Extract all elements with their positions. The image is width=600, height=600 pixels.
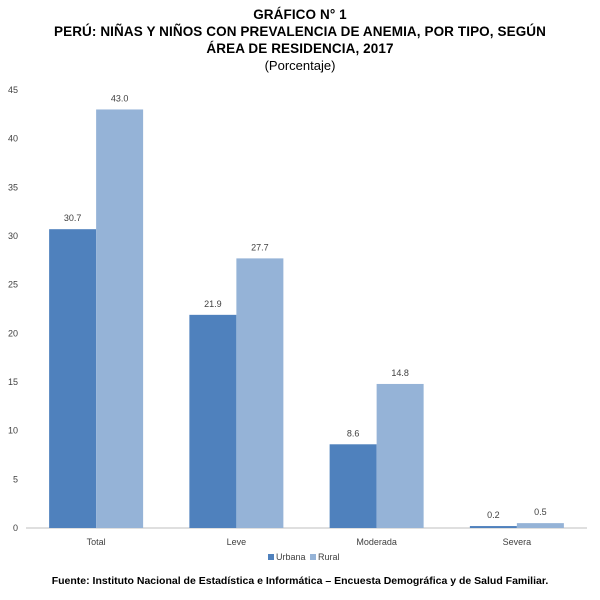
bar-rural-leve bbox=[236, 258, 284, 528]
data-label: 8.6 bbox=[347, 428, 360, 438]
y-tick-label: 0 bbox=[13, 523, 18, 533]
chart-title-line-1: GRÁFICO N° 1 bbox=[253, 7, 347, 22]
data-label: 43.0 bbox=[111, 93, 129, 103]
y-tick-label: 15 bbox=[8, 377, 18, 387]
legend-label-rural: Rural bbox=[318, 552, 340, 562]
y-tick-label: 5 bbox=[13, 474, 18, 484]
source-note: Fuente: Instituto Nacional de Estadístic… bbox=[51, 575, 549, 587]
y-tick-label: 30 bbox=[8, 231, 18, 241]
x-category-label: Severa bbox=[503, 537, 532, 547]
x-category-label: Moderada bbox=[356, 537, 397, 547]
y-tick-label: 35 bbox=[8, 182, 18, 192]
chart-subtitle: (Porcentaje) bbox=[264, 58, 336, 73]
y-tick-label: 20 bbox=[8, 328, 18, 338]
data-label: 0.2 bbox=[487, 510, 500, 520]
legend-swatch-rural bbox=[310, 554, 316, 560]
data-label: 30.7 bbox=[64, 213, 82, 223]
bar-rural-total bbox=[96, 109, 144, 528]
y-tick-label: 40 bbox=[8, 134, 18, 144]
data-label: 0.5 bbox=[534, 507, 547, 517]
y-tick-label: 45 bbox=[8, 85, 18, 95]
bar-urbana-total bbox=[49, 229, 97, 529]
chart-title-line-2: PERÚ: NIÑAS Y NIÑOS CON PREVALENCIA DE A… bbox=[53, 24, 546, 39]
bar-rural-moderada bbox=[376, 383, 424, 528]
legend-swatch-urbana bbox=[268, 554, 274, 560]
chart-title-block: GRÁFICO N° 1 PERÚ: NIÑAS Y NIÑOS CON PRE… bbox=[0, 6, 600, 74]
x-category-label: Leve bbox=[227, 537, 247, 547]
y-tick-label: 10 bbox=[8, 426, 18, 436]
bar-urbana-leve bbox=[189, 314, 237, 528]
bar-urbana-severa bbox=[469, 526, 517, 528]
y-tick-label: 25 bbox=[8, 280, 18, 290]
bar-rural-severa bbox=[516, 523, 564, 528]
data-label: 14.8 bbox=[391, 368, 409, 378]
x-category-label: Total bbox=[87, 537, 106, 547]
data-label: 27.7 bbox=[251, 242, 269, 252]
data-label: 21.9 bbox=[204, 299, 222, 309]
chart-title-line-3: ÁREA DE RESIDENCIA, 2017 bbox=[206, 41, 394, 56]
bar-urbana-moderada bbox=[329, 444, 377, 528]
legend-label-urbana: Urbana bbox=[276, 552, 306, 562]
